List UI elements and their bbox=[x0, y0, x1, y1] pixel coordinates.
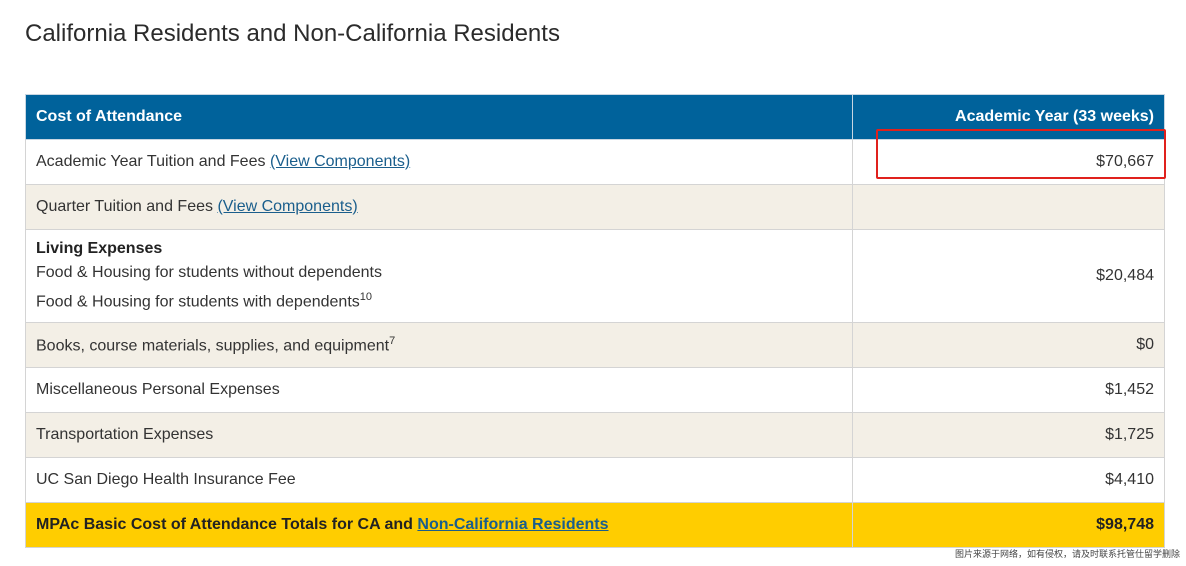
food-housing-no-dependents: Food & Housing for students without depe… bbox=[36, 264, 382, 282]
row-value: $1,452 bbox=[852, 367, 1165, 413]
header-cost-of-attendance: Cost of Attendance bbox=[25, 94, 853, 140]
table-row: Books, course materials, supplies, and e… bbox=[25, 322, 1165, 368]
food-housing-with-dependents-text: Food & Housing for students with depende… bbox=[36, 293, 360, 311]
header-academic-year: Academic Year (33 weeks) bbox=[852, 94, 1165, 140]
table-header-row: Cost of Attendance Academic Year (33 wee… bbox=[25, 94, 1165, 140]
row-value: $70,667 bbox=[852, 139, 1165, 185]
table-row: Academic Year Tuition and Fees (View Com… bbox=[25, 139, 1165, 185]
row-value: $0 bbox=[852, 322, 1165, 368]
row-label: Miscellaneous Personal Expenses bbox=[25, 367, 853, 413]
view-components-link[interactable]: (View Components) bbox=[269, 153, 411, 170]
row-label: Quarter Tuition and Fees bbox=[36, 198, 213, 215]
watermark-text: 图片来源于网络，如有侵权，请及时联系托管仕留学删除 bbox=[954, 549, 1180, 559]
row-label-cell: Living Expenses Food & Housing for stude… bbox=[25, 229, 853, 323]
table-row: Transportation Expenses $1,725 bbox=[25, 412, 1165, 458]
table-row: Miscellaneous Personal Expenses $1,452 bbox=[25, 367, 1165, 413]
row-value: $4,410 bbox=[852, 457, 1165, 503]
table-row: Quarter Tuition and Fees (View Component… bbox=[25, 184, 1165, 230]
total-label: MPAc Basic Cost of Attendance Totals for… bbox=[36, 516, 413, 533]
living-expenses-heading: Living Expenses bbox=[36, 240, 163, 258]
row-label-cell: Quarter Tuition and Fees (View Component… bbox=[25, 184, 853, 230]
row-label-cell: Academic Year Tuition and Fees (View Com… bbox=[25, 139, 853, 185]
footnote-ref[interactable]: 7 bbox=[389, 334, 396, 347]
table-row: UC San Diego Health Insurance Fee $4,410 bbox=[25, 457, 1165, 503]
row-value bbox=[852, 184, 1165, 230]
page-title: California Residents and Non-California … bbox=[25, 20, 560, 47]
total-value: $98,748 bbox=[852, 502, 1165, 548]
table-row: Living Expenses Food & Housing for stude… bbox=[25, 229, 1165, 323]
row-label: Academic Year Tuition and Fees bbox=[36, 153, 266, 170]
non-california-residents-link[interactable]: Non-California Residents bbox=[417, 516, 609, 533]
cost-of-attendance-table: Cost of Attendance Academic Year (33 wee… bbox=[25, 94, 1165, 548]
row-label: Books, course materials, supplies, and e… bbox=[36, 337, 390, 355]
food-housing-with-dependents: Food & Housing for students with depende… bbox=[36, 285, 842, 314]
row-value: $20,484 bbox=[852, 229, 1165, 323]
row-label: UC San Diego Health Insurance Fee bbox=[25, 457, 853, 503]
footnote-ref[interactable]: 10 bbox=[359, 291, 373, 304]
row-label: Transportation Expenses bbox=[25, 412, 853, 458]
view-components-link[interactable]: (View Components) bbox=[217, 198, 358, 215]
total-label-cell: MPAc Basic Cost of Attendance Totals for… bbox=[25, 502, 853, 548]
row-label-cell: Books, course materials, supplies, and e… bbox=[25, 322, 853, 368]
row-value: $1,725 bbox=[852, 412, 1165, 458]
total-row: MPAc Basic Cost of Attendance Totals for… bbox=[25, 502, 1165, 548]
